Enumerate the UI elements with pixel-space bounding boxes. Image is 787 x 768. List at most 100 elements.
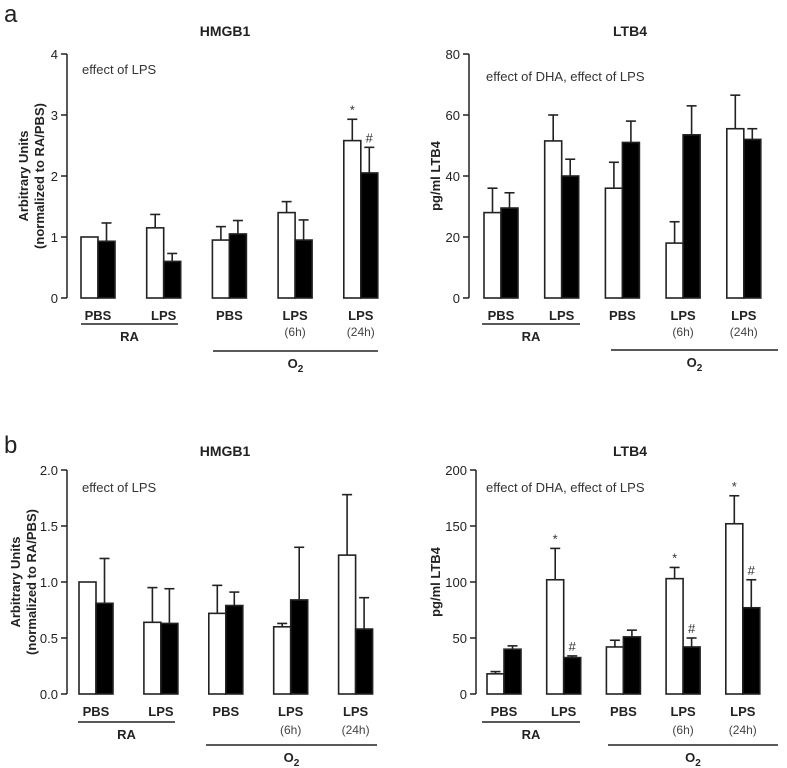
y-tick-label: 2.0	[40, 463, 58, 478]
chart-title: HMGB1	[200, 443, 251, 459]
group-label: RA	[117, 727, 136, 742]
bar-filled	[162, 260, 182, 299]
y-tick-label: 80	[446, 47, 460, 62]
chart-title: LTB4	[613, 443, 647, 459]
y-tick-label: 100	[445, 575, 467, 590]
category-label: LPS	[551, 704, 577, 719]
bar-open	[272, 625, 292, 695]
chart-b-ltb4: LTB4 effect of DHA, effect of LPS pg/ml LT…	[428, 443, 778, 768]
bar-open	[143, 621, 162, 695]
y-tick-label: 1.0	[40, 575, 58, 590]
significance-mark: *	[672, 550, 677, 565]
group-label-subscript: 2	[697, 363, 703, 374]
y-axis-label-line: Arbitrary Units	[8, 536, 23, 627]
group-label: O2	[685, 750, 701, 768]
y-tick-label: 0.5	[40, 631, 58, 646]
y-tick-label: 3	[51, 108, 58, 123]
bar-filled	[560, 175, 580, 299]
y-tick-label: 60	[446, 108, 460, 123]
chart-b-hmgb1: HMGB1 effect of LPS Arbitrary Units (normal…	[8, 443, 377, 768]
category-label: LPS	[343, 704, 369, 719]
category-sublabel: (6h)	[672, 325, 693, 339]
y-tick-label: 1.5	[40, 519, 58, 534]
category-label: PBS	[491, 704, 518, 719]
category-label: PBS	[212, 704, 239, 719]
category-sublabel: (6h)	[672, 723, 693, 737]
chart-a-hmgb1: HMGB1 effect of LPS Arbitrary Units (normal…	[16, 23, 379, 375]
category-sublabel: (24h)	[730, 325, 758, 339]
bar-open	[665, 577, 684, 695]
bar-filled	[228, 233, 248, 299]
category-label: PBS	[216, 308, 243, 323]
y-axis-label-line: (normalized to RA/PBS)	[24, 509, 39, 655]
category-sublabel: (24h)	[347, 325, 375, 339]
group-label: RA	[120, 329, 139, 344]
bar-filled	[160, 622, 179, 695]
chart-title: HMGB1	[200, 23, 251, 39]
y-tick-label: 4	[51, 47, 58, 62]
category-label: LPS	[731, 308, 757, 323]
bar-open	[724, 522, 744, 695]
group-label: O2	[284, 750, 300, 768]
group-label-main: O	[288, 356, 298, 371]
bar-open	[277, 211, 296, 299]
chart-a-ltb4: LTB4 effect of DHA, effect of LPS pg/ml LT…	[428, 23, 778, 374]
bar-open	[208, 612, 227, 695]
bar-filled	[359, 172, 379, 299]
significance-mark: *	[553, 531, 558, 546]
group-label-main: O	[284, 750, 294, 765]
effect-annotation: effect of DHA, effect of LPS	[486, 480, 645, 495]
y-tick-label: 0	[460, 687, 467, 702]
bar-open	[342, 139, 362, 299]
bar-filled	[622, 636, 642, 695]
bar-filled	[294, 239, 313, 299]
significance-mark: #	[366, 130, 374, 145]
bar-filled	[500, 207, 519, 299]
category-label: LPS	[730, 704, 756, 719]
bar-filled	[742, 138, 762, 299]
bar-open	[80, 236, 99, 299]
bar-open	[337, 554, 357, 695]
group-label: RA	[522, 727, 541, 742]
bar-filled	[741, 606, 761, 695]
bar-open	[545, 578, 565, 695]
group-label-subscript: 2	[298, 364, 304, 375]
significance-mark: *	[350, 102, 355, 117]
bar-filled	[682, 646, 701, 695]
category-label: PBS	[609, 308, 636, 323]
bar-open	[211, 239, 231, 299]
category-sublabel: (6h)	[280, 723, 301, 737]
category-label: LPS	[670, 704, 696, 719]
bar-filled	[225, 604, 244, 695]
category-label: LPS	[282, 308, 308, 323]
panel-letter-a: a	[4, 1, 18, 28]
chart-title: LTB4	[613, 23, 647, 39]
category-label: LPS	[670, 308, 696, 323]
bar-open	[665, 242, 684, 299]
bar-filled	[289, 599, 309, 695]
effect-annotation: effect of LPS	[82, 480, 157, 495]
category-sublabel: (24h)	[729, 723, 757, 737]
category-label: LPS	[348, 308, 374, 323]
bar-filled	[354, 628, 374, 695]
group-label-main: O	[685, 750, 695, 765]
bar-filled	[621, 141, 641, 299]
y-tick-label: 1	[51, 230, 58, 245]
significance-mark: *	[732, 479, 737, 494]
group-label-main: O	[687, 355, 697, 370]
y-tick-label: 200	[445, 463, 467, 478]
category-sublabel: (6h)	[284, 325, 305, 339]
category-label: LPS	[151, 308, 177, 323]
category-label: PBS	[85, 308, 112, 323]
y-axis-label-line: Arbitrary Units	[16, 130, 31, 221]
bar-filled	[562, 656, 582, 695]
category-label: PBS	[488, 308, 515, 323]
y-tick-label: 0	[453, 291, 460, 306]
y-tick-label: 20	[446, 230, 460, 245]
bar-filled	[503, 648, 522, 695]
group-label: O2	[288, 356, 304, 375]
y-tick-label: 40	[446, 169, 460, 184]
category-label: LPS	[278, 704, 304, 719]
y-tick-label: 0	[51, 291, 58, 306]
